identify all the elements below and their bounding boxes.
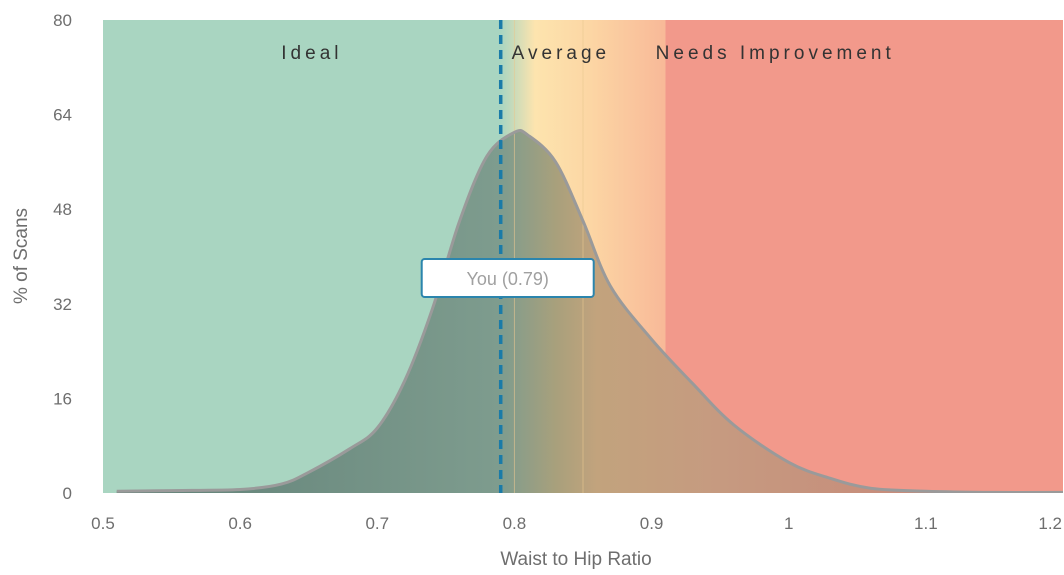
- y-axis-ticks: 0 16 32 48 64 80: [53, 11, 72, 503]
- y-tick-label: 48: [53, 200, 72, 219]
- you-label-text: You (0.79): [467, 269, 549, 289]
- marker-layer: You (0.79): [420, 20, 595, 493]
- x-tick-label: 1.1: [914, 514, 938, 533]
- x-tick-label: 0.8: [503, 514, 527, 533]
- x-tick-label: 0.9: [640, 514, 664, 533]
- zone-labels: Ideal Average Needs Improvement: [281, 43, 895, 64]
- zone-label-average: Average: [512, 43, 610, 64]
- y-tick-label: 0: [63, 484, 72, 503]
- distribution-curve: [116, 128, 1063, 493]
- x-tick-label: 1: [784, 514, 793, 533]
- x-axis-title: Waist to Hip Ratio: [500, 549, 651, 570]
- zone-label-ideal: Ideal: [281, 43, 342, 64]
- x-tick-label: 0.7: [365, 514, 389, 533]
- y-tick-label: 16: [53, 389, 72, 408]
- you-label-box: [420, 258, 595, 298]
- x-tick-label: 0.5: [91, 514, 115, 533]
- x-axis-ticks: 0.5 0.6 0.7 0.8 0.9 1 1.1 1.2: [91, 514, 1062, 533]
- y-axis-title: % of Scans: [11, 208, 32, 304]
- distribution-area: [116, 130, 1063, 493]
- zone-label-needs-improvement: Needs Improvement: [656, 43, 895, 64]
- y-tick-label: 80: [53, 11, 72, 30]
- y-tick-label: 32: [53, 295, 72, 314]
- y-tick-label: 64: [53, 106, 72, 125]
- x-tick-label: 0.6: [228, 514, 252, 533]
- distribution-layer: [116, 20, 1063, 493]
- x-tick-label: 1.2: [1038, 514, 1062, 533]
